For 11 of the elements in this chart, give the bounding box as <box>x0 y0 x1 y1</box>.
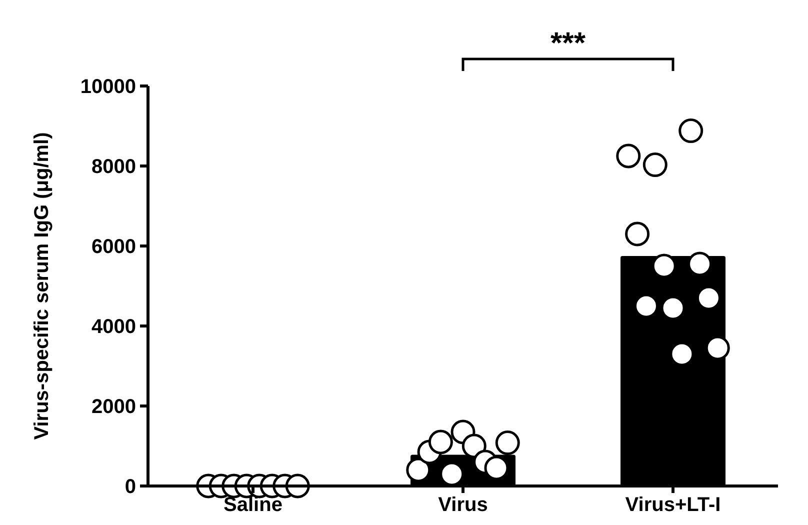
y-tick-label: 10000 <box>80 76 136 98</box>
y-axis-title: Virus-specific serum IgG (μg/ml) <box>31 132 53 440</box>
y-tick-label: 0 <box>124 476 136 498</box>
y-tick-label: 2000 <box>92 396 136 418</box>
y-tick-label: 8000 <box>92 156 136 178</box>
x-tick-label: Virus+LT-I <box>625 494 721 516</box>
x-tick-label: Virus <box>438 494 488 516</box>
y-tick-label: 4000 <box>92 316 136 338</box>
x-tick-label: Saline <box>224 494 282 516</box>
y-tick-label: 6000 <box>92 236 136 258</box>
text: *** <box>550 27 586 60</box>
